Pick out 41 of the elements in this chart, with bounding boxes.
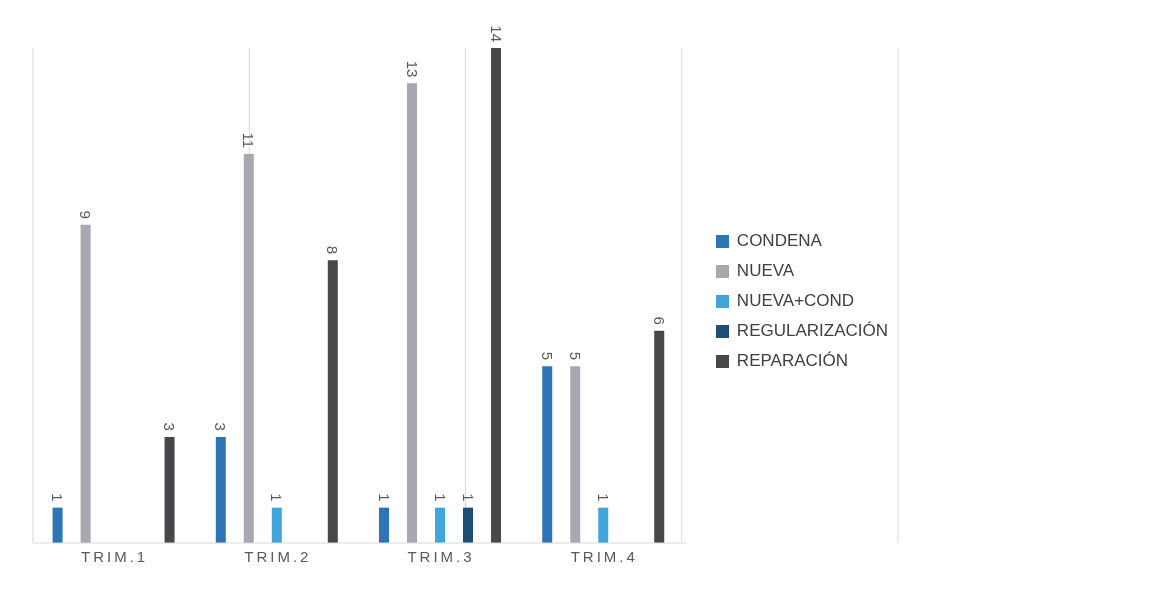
bar: [463, 507, 474, 543]
bar: [435, 507, 446, 543]
data-label: 9: [77, 210, 95, 219]
x-tick-label: TRIM.2: [244, 547, 312, 565]
data-label: 1: [431, 493, 449, 502]
bar: [327, 260, 338, 543]
bar: [52, 507, 63, 543]
data-label: 3: [212, 422, 230, 431]
x-tick-label: TRIM.4: [570, 547, 638, 565]
bar: [243, 154, 254, 543]
bar: [164, 436, 175, 543]
bar: [271, 507, 282, 543]
data-label: 8: [324, 245, 342, 255]
legend-label: NUEVA: [736, 260, 795, 280]
bar: [215, 436, 226, 543]
bar: [80, 224, 91, 543]
data-label: 5: [538, 351, 556, 361]
data-label: 5: [566, 351, 584, 361]
bar: [598, 507, 609, 543]
legend-label: CONDENA: [736, 230, 822, 250]
data-label: 6: [650, 316, 668, 325]
bar: [542, 366, 553, 543]
data-label: 1: [459, 493, 477, 502]
data-label: 14: [487, 25, 505, 42]
data-label: 13: [403, 60, 421, 78]
data-label: 11: [240, 132, 258, 149]
bar: [654, 330, 665, 543]
data-label: 1: [375, 493, 393, 502]
legend-label: NUEVA+COND: [736, 290, 855, 310]
bar: [379, 507, 390, 543]
bar: [570, 366, 581, 543]
bar: [407, 83, 418, 543]
bar: [491, 48, 502, 543]
data-label: 1: [268, 493, 286, 502]
x-tick-label: TRIM.1: [81, 547, 149, 565]
legend-label: REPARACIÓN: [736, 350, 849, 370]
x-tick-label: TRIM.3: [407, 547, 475, 565]
data-label: 1: [49, 493, 67, 502]
data-label: 3: [161, 422, 179, 431]
data-label: 1: [594, 493, 612, 502]
legend-label: REGULARIZACIÓN: [736, 320, 888, 340]
